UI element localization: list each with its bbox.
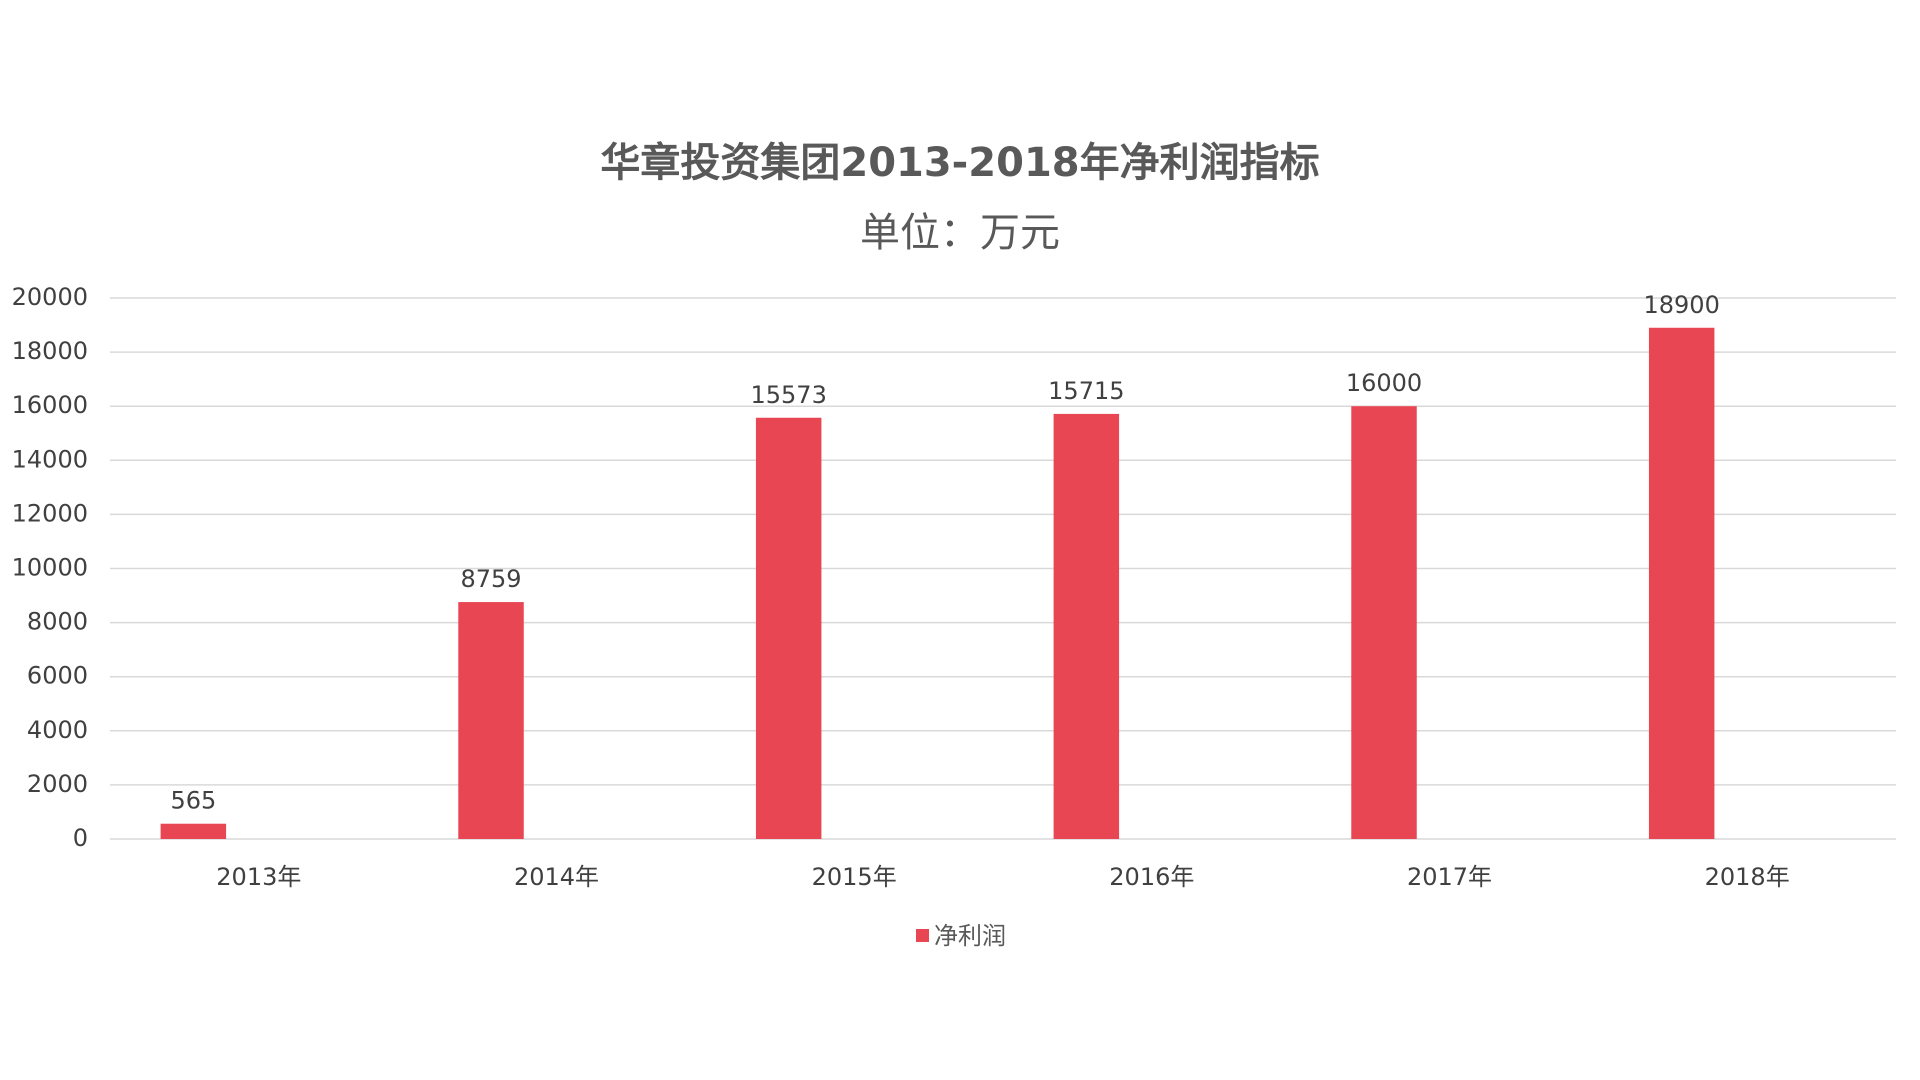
x-tick-label: 2015年: [812, 863, 897, 891]
chart-title: 华章投资集团2013-2018年净利润指标: [600, 140, 1319, 186]
data-label: 15715: [1048, 377, 1124, 405]
y-tick-label: 2000: [27, 770, 88, 798]
bar: [160, 823, 227, 839]
data-label: 8759: [460, 565, 521, 593]
x-tick-label: 2013年: [216, 863, 301, 891]
y-tick-label: 20000: [12, 283, 88, 311]
legend-marker: [916, 929, 929, 942]
x-tick-label: 2018年: [1705, 863, 1790, 891]
x-tick-label: 2016年: [1109, 863, 1194, 891]
data-label: 16000: [1346, 369, 1422, 397]
data-label: 15573: [751, 381, 827, 409]
y-tick-label: 6000: [27, 662, 88, 690]
y-tick-label: 10000: [12, 554, 88, 582]
y-tick-label: 16000: [12, 391, 88, 419]
bar: [755, 417, 822, 839]
y-tick-label: 12000: [12, 499, 88, 527]
y-tick-label: 8000: [27, 608, 88, 636]
legend-label: 净利润: [934, 922, 1006, 950]
bar: [1053, 413, 1120, 839]
y-tick-label: 18000: [12, 337, 88, 365]
y-tick-label: 0: [73, 824, 88, 852]
bar: [1351, 406, 1417, 839]
bar: [1648, 327, 1715, 839]
y-tick-label: 14000: [12, 445, 88, 473]
data-label: 565: [170, 787, 216, 815]
x-tick-label: 2017年: [1407, 863, 1492, 891]
x-tick-label: 2014年: [514, 863, 599, 891]
bar: [458, 602, 524, 839]
data-label: 18900: [1644, 291, 1720, 319]
chart-subtitle: 单位：万元: [860, 210, 1060, 256]
y-tick-label: 4000: [27, 716, 88, 744]
